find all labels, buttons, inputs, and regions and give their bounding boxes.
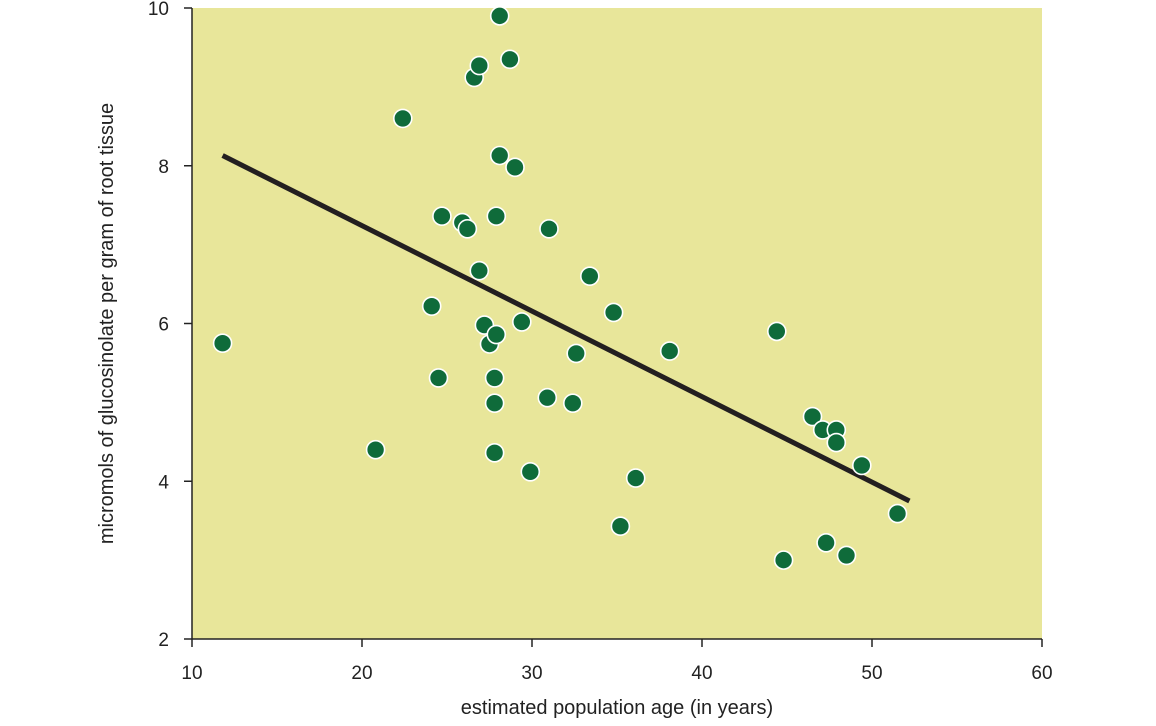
data-point bbox=[457, 219, 478, 239]
data-point bbox=[520, 461, 541, 482]
y-tick-label: 8 bbox=[158, 157, 169, 178]
x-axis-title: estimated population age (in years) bbox=[461, 697, 773, 719]
data-point bbox=[579, 266, 600, 286]
data-point bbox=[484, 368, 505, 388]
data-point bbox=[486, 206, 507, 227]
x-tick-label: 30 bbox=[521, 663, 542, 684]
x-tick-label: 60 bbox=[1031, 663, 1052, 684]
data-point bbox=[836, 545, 857, 566]
data-point bbox=[500, 49, 520, 70]
tick-labels: 10 20 30 40 50 60 2 4 6 8 10 bbox=[148, 0, 1053, 684]
trendline-layer bbox=[221, 153, 911, 504]
y-tick-label: 10 bbox=[148, 0, 169, 20]
y-tick-label: 2 bbox=[158, 630, 169, 651]
data-point bbox=[469, 260, 490, 281]
data-point bbox=[766, 321, 787, 342]
data-point bbox=[610, 516, 631, 537]
axes bbox=[184, 7, 1043, 647]
data-point bbox=[486, 324, 507, 345]
x-tick-label: 20 bbox=[351, 663, 372, 684]
x-tick-label: 10 bbox=[181, 663, 202, 684]
data-point bbox=[365, 439, 386, 460]
data-point bbox=[484, 393, 505, 413]
data-point bbox=[212, 333, 233, 354]
data-point bbox=[562, 393, 583, 413]
y-tick-label: 6 bbox=[158, 315, 169, 336]
y-axis-title: micromols of glucosinolate per gram of r… bbox=[96, 103, 118, 544]
data-point bbox=[603, 302, 624, 323]
data-point bbox=[773, 550, 794, 570]
data-point bbox=[432, 206, 452, 227]
x-tick-label: 50 bbox=[861, 663, 882, 684]
data-point bbox=[826, 432, 847, 453]
data-point bbox=[539, 219, 559, 239]
data-point bbox=[421, 296, 442, 316]
data-point bbox=[428, 368, 449, 388]
plot-area bbox=[192, 8, 1042, 639]
data-point bbox=[489, 145, 510, 166]
data-point bbox=[816, 532, 836, 553]
x-tick-label: 40 bbox=[691, 663, 712, 684]
data-point bbox=[511, 312, 532, 332]
points-layer bbox=[212, 6, 908, 570]
data-point bbox=[505, 157, 525, 178]
trendline bbox=[221, 153, 911, 504]
data-point bbox=[887, 503, 908, 524]
data-point bbox=[484, 443, 505, 463]
data-point bbox=[469, 55, 490, 76]
data-point bbox=[566, 343, 587, 364]
data-point bbox=[537, 387, 558, 408]
data-point bbox=[851, 455, 872, 476]
y-tick-label: 4 bbox=[158, 472, 169, 493]
data-point bbox=[489, 6, 510, 26]
data-point bbox=[802, 406, 823, 427]
data-point bbox=[625, 468, 646, 488]
data-point bbox=[392, 108, 413, 129]
data-point bbox=[659, 341, 680, 361]
